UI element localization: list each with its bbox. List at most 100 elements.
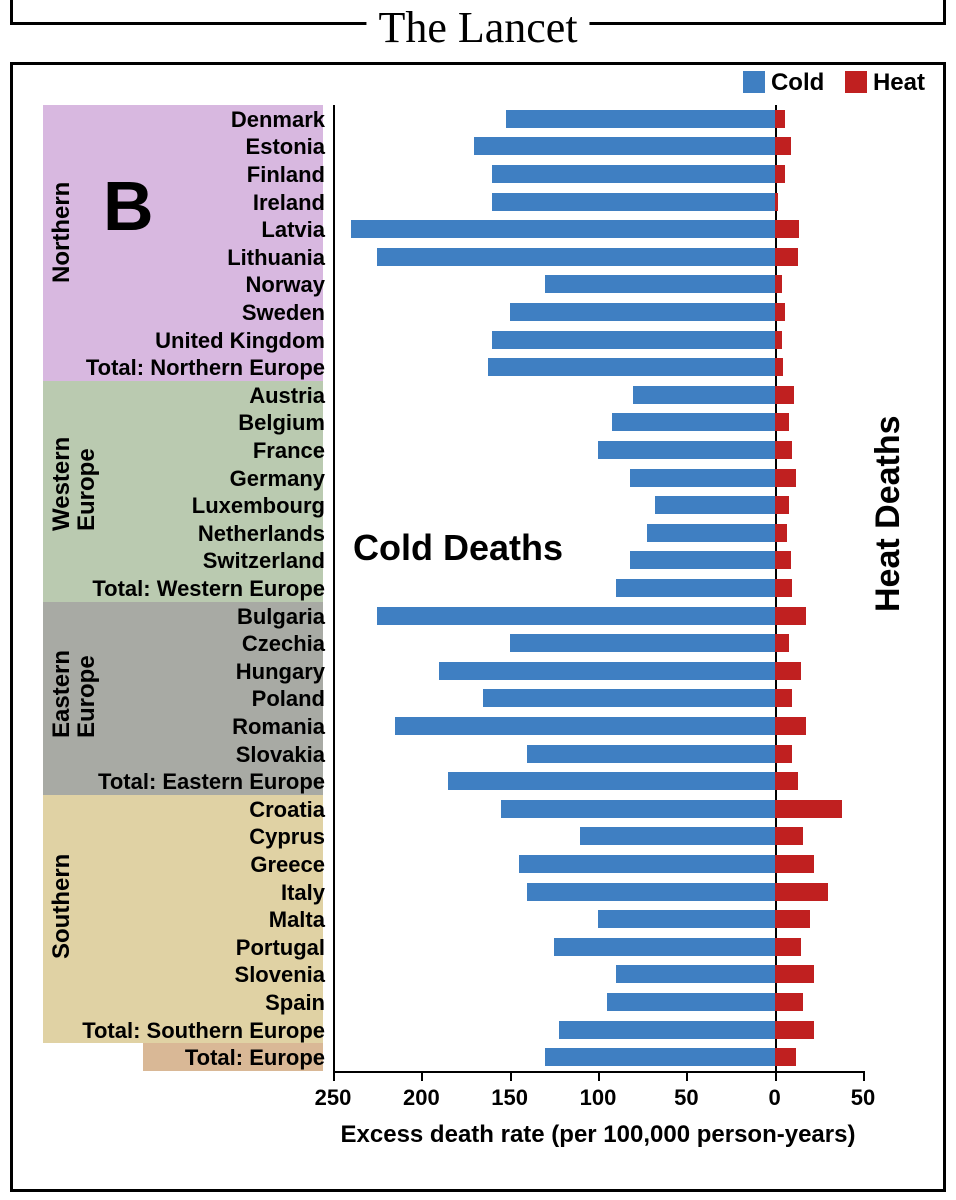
row-label: Denmark — [231, 107, 325, 133]
row-label: Netherlands — [198, 521, 325, 547]
bar-heat — [775, 248, 798, 266]
row-label: Greece — [250, 852, 325, 878]
row-label: Finland — [247, 162, 325, 188]
row-label: France — [253, 438, 325, 464]
bar-cold — [448, 772, 775, 790]
row-label: Sweden — [242, 300, 325, 326]
row-labels-column: DenmarkEstoniaFinlandIrelandLatviaLithua… — [13, 105, 333, 1071]
bar-heat — [775, 137, 791, 155]
bar-cold — [474, 137, 774, 155]
bar-cold — [510, 303, 775, 321]
legend: Cold Heat — [729, 69, 925, 97]
x-tick — [421, 1071, 423, 1081]
bar-heat — [775, 331, 782, 349]
bar-cold — [633, 386, 774, 404]
bar-heat — [775, 938, 802, 956]
row-label: Total: Southern Europe — [82, 1018, 325, 1044]
row-label: Cyprus — [249, 824, 325, 850]
x-tick-label: 0 — [769, 1085, 781, 1111]
bar-cold — [439, 662, 775, 680]
bar-heat — [775, 469, 796, 487]
row-label: Portugal — [236, 935, 325, 961]
x-tick — [333, 1071, 335, 1081]
x-tick-label: 50 — [674, 1085, 698, 1111]
bar-cold — [501, 800, 775, 818]
plot-area — [333, 105, 863, 1071]
bar-heat — [775, 386, 794, 404]
bar-cold — [559, 1021, 775, 1039]
bar-heat — [775, 358, 784, 376]
bar-heat — [775, 607, 807, 625]
x-tick-label: 50 — [851, 1085, 875, 1111]
bar-heat — [775, 855, 814, 873]
row-label: Total: Western Europe — [92, 576, 325, 602]
row-label: Switzerland — [203, 548, 325, 574]
row-label: Croatia — [249, 797, 325, 823]
x-tick-label: 250 — [315, 1085, 352, 1111]
bar-cold — [519, 855, 775, 873]
bar-cold — [377, 248, 775, 266]
bar-heat — [775, 772, 798, 790]
row-label: Germany — [230, 466, 325, 492]
bar-cold — [616, 579, 775, 597]
x-tick — [510, 1071, 512, 1081]
bar-heat — [775, 800, 842, 818]
bar-heat — [775, 441, 793, 459]
bar-cold — [377, 607, 775, 625]
bar-cold — [580, 827, 774, 845]
bar-heat — [775, 1048, 796, 1066]
bar-cold — [492, 165, 775, 183]
bar-cold — [647, 524, 774, 542]
bar-heat — [775, 965, 814, 983]
row-label: Luxembourg — [192, 493, 325, 519]
y-axis-line — [333, 105, 335, 1071]
bar-cold — [612, 413, 775, 431]
bar-cold — [616, 965, 775, 983]
bar-cold — [351, 220, 775, 238]
bar-heat — [775, 883, 828, 901]
row-label: Romania — [232, 714, 325, 740]
bar-heat — [775, 1021, 814, 1039]
bar-cold — [492, 193, 775, 211]
bar-heat — [775, 634, 789, 652]
x-tick — [598, 1071, 600, 1081]
row-label: United Kingdom — [155, 328, 325, 354]
row-label: Poland — [252, 686, 325, 712]
bar-cold — [510, 634, 775, 652]
x-tick-label: 200 — [403, 1085, 440, 1111]
annotation-cold-deaths: Cold Deaths — [353, 527, 563, 569]
bar-heat — [775, 524, 787, 542]
row-label: Italy — [281, 880, 325, 906]
legend-label-heat: Heat — [873, 69, 925, 96]
bar-cold — [598, 910, 775, 928]
bar-cold — [598, 441, 775, 459]
bar-heat — [775, 910, 810, 928]
bar-cold — [545, 275, 775, 293]
bar-heat — [775, 110, 786, 128]
chart-frame: Cold Heat NorthernWestern EuropeEastern … — [10, 62, 946, 1192]
legend-swatch-heat — [845, 71, 867, 93]
legend-label-cold: Cold — [771, 69, 824, 96]
bar-cold — [655, 496, 775, 514]
x-tick-label: 100 — [580, 1085, 617, 1111]
bar-heat — [775, 275, 782, 293]
bar-cold — [527, 745, 774, 763]
source-title: The Lancet — [366, 2, 589, 53]
x-tick — [775, 1071, 777, 1081]
bar-heat — [775, 220, 800, 238]
bar-heat — [775, 303, 786, 321]
bar-heat — [775, 717, 807, 735]
bar-cold — [545, 1048, 775, 1066]
bar-cold — [527, 883, 774, 901]
bar-heat — [775, 662, 802, 680]
row-label: Hungary — [236, 659, 325, 685]
x-tick-label: 150 — [491, 1085, 528, 1111]
row-label: Czechia — [242, 631, 325, 657]
page: The Lancet Cold Heat NorthernWestern Eur… — [0, 0, 956, 1200]
bar-cold — [492, 331, 775, 349]
bar-cold — [395, 717, 775, 735]
row-label: Lithuania — [227, 245, 325, 271]
row-label: Total: Northern Europe — [86, 355, 325, 381]
row-label: Slovakia — [236, 742, 325, 768]
row-label: Total: Eastern Europe — [98, 769, 325, 795]
